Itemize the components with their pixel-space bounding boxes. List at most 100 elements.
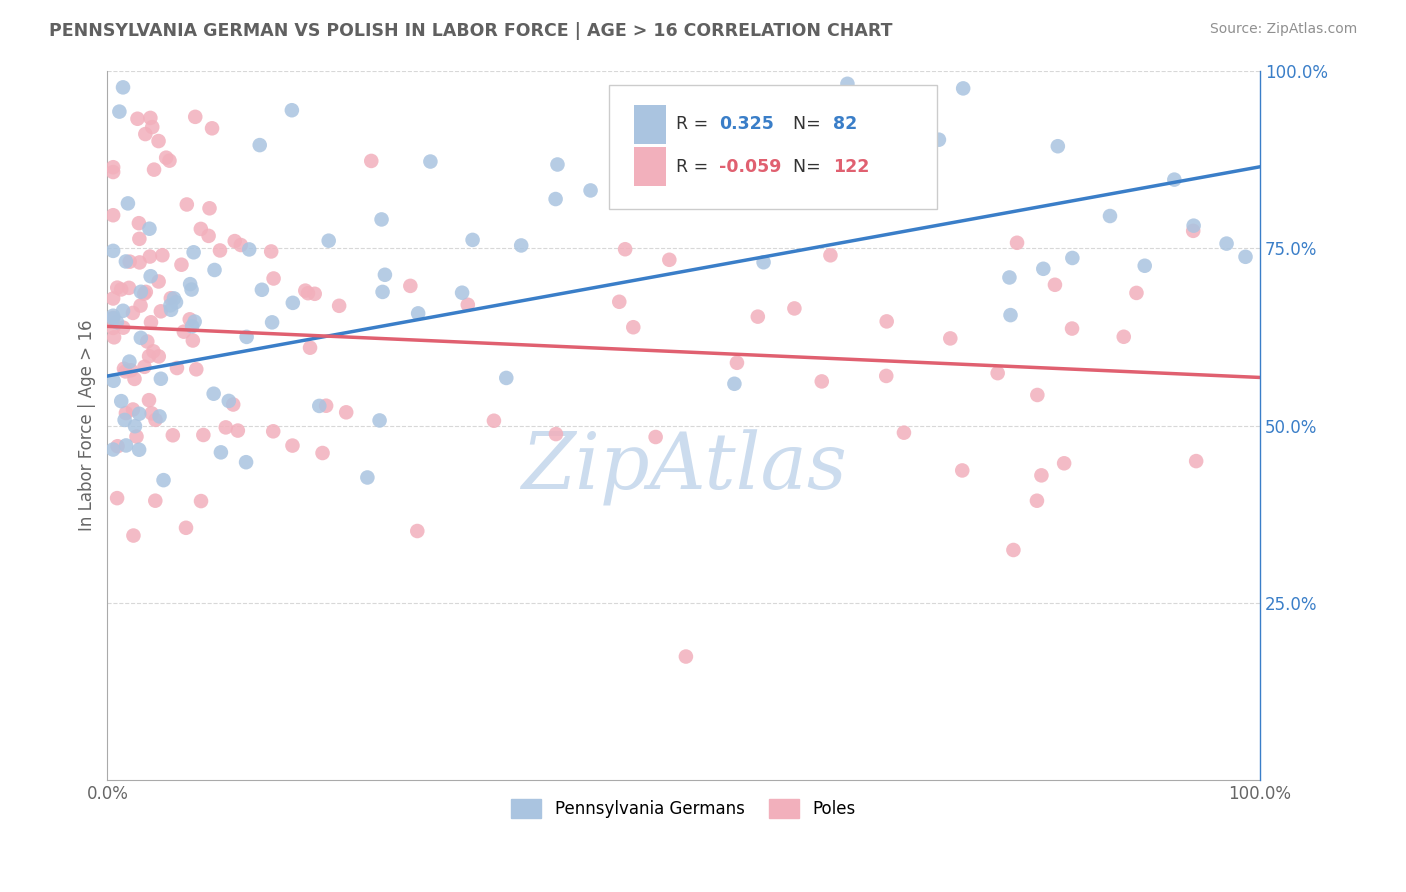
Point xyxy=(222,397,245,411)
Point xyxy=(141,120,163,134)
Point xyxy=(939,331,962,345)
Point xyxy=(748,173,770,187)
Text: 82: 82 xyxy=(834,115,858,133)
Point xyxy=(139,111,162,125)
Point xyxy=(607,294,630,309)
Point xyxy=(117,196,139,211)
Point xyxy=(304,286,326,301)
Point xyxy=(1005,235,1028,250)
Point xyxy=(105,280,128,294)
Point xyxy=(129,331,152,345)
Text: R =: R = xyxy=(675,158,713,176)
Point xyxy=(875,368,897,383)
Point xyxy=(808,152,831,166)
Point xyxy=(495,371,517,385)
Point xyxy=(675,649,697,664)
Point xyxy=(103,330,125,344)
Point xyxy=(457,298,479,312)
Point xyxy=(179,312,201,326)
Point xyxy=(134,127,156,141)
Point xyxy=(281,439,304,453)
Point xyxy=(111,303,134,318)
Point xyxy=(482,414,505,428)
Point xyxy=(725,356,748,370)
Point xyxy=(1032,261,1054,276)
Point xyxy=(752,255,775,269)
Point xyxy=(1046,139,1069,153)
Point xyxy=(115,438,138,452)
Point xyxy=(371,285,394,299)
Point xyxy=(879,169,901,184)
Point xyxy=(173,325,195,339)
Point xyxy=(318,234,340,248)
Point xyxy=(262,315,284,329)
Point xyxy=(661,186,683,201)
Point xyxy=(112,361,135,376)
Point xyxy=(174,521,197,535)
Point xyxy=(118,254,141,268)
Point xyxy=(139,315,162,329)
Point xyxy=(197,228,219,243)
Point xyxy=(134,359,156,374)
Point xyxy=(837,77,859,91)
Point xyxy=(108,104,131,119)
Point xyxy=(1002,50,1025,64)
Point xyxy=(129,285,152,299)
Point xyxy=(181,334,204,348)
Point xyxy=(1060,321,1083,335)
Point xyxy=(118,281,141,295)
Point xyxy=(238,243,260,257)
Y-axis label: In Labor Force | Age > 16: In Labor Force | Age > 16 xyxy=(79,320,96,532)
Point xyxy=(160,302,183,317)
Point xyxy=(143,162,166,177)
Point xyxy=(1000,308,1022,322)
Point xyxy=(928,133,950,147)
Point xyxy=(215,420,238,434)
Point xyxy=(148,409,170,424)
Point xyxy=(112,320,135,334)
Point xyxy=(1098,209,1121,223)
Point xyxy=(103,374,125,388)
Point xyxy=(118,354,141,368)
Point xyxy=(406,524,429,538)
Point xyxy=(128,232,150,246)
Point xyxy=(281,296,304,310)
Point xyxy=(226,424,249,438)
Point xyxy=(893,425,915,440)
Point xyxy=(105,315,128,329)
Point xyxy=(101,309,124,323)
Text: N=: N= xyxy=(782,158,825,176)
Point xyxy=(987,366,1010,380)
Point xyxy=(129,299,152,313)
Point xyxy=(101,321,124,335)
Point xyxy=(218,393,240,408)
Point xyxy=(141,406,163,420)
Point xyxy=(149,304,172,318)
Point xyxy=(181,319,204,334)
Point xyxy=(183,315,205,329)
Point xyxy=(294,284,316,298)
Point xyxy=(139,250,162,264)
Text: N=: N= xyxy=(782,115,825,133)
Point xyxy=(204,263,226,277)
Point xyxy=(127,112,149,126)
Point xyxy=(1002,543,1025,558)
Text: -0.059: -0.059 xyxy=(720,158,782,176)
Point xyxy=(128,407,150,421)
Point xyxy=(1182,224,1205,238)
Point xyxy=(335,405,357,419)
Point xyxy=(658,252,681,267)
Point xyxy=(138,393,160,408)
Point xyxy=(125,429,148,443)
Text: R =: R = xyxy=(675,115,713,133)
Point xyxy=(139,269,162,284)
Text: Source: ZipAtlas.com: Source: ZipAtlas.com xyxy=(1209,22,1357,37)
Point xyxy=(510,238,533,252)
Point xyxy=(370,212,392,227)
Point xyxy=(179,277,201,292)
Point xyxy=(163,292,186,306)
Point xyxy=(143,493,166,508)
Point xyxy=(579,183,602,197)
Point xyxy=(101,442,124,457)
Point xyxy=(124,419,146,434)
